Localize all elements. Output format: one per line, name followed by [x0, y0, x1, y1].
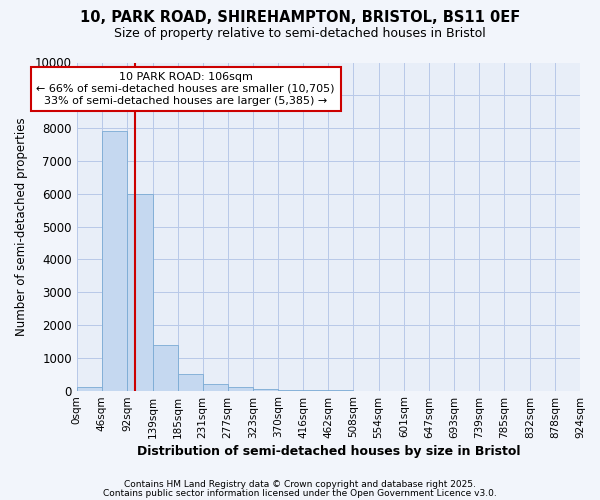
Bar: [77, 388, 102, 390]
Text: 10, PARK ROAD, SHIREHAMPTON, BRISTOL, BS11 0EF: 10, PARK ROAD, SHIREHAMPTON, BRISTOL, BS…: [80, 10, 520, 25]
Text: 10 PARK ROAD: 106sqm
← 66% of semi-detached houses are smaller (10,705)
33% of s: 10 PARK ROAD: 106sqm ← 66% of semi-detac…: [37, 72, 335, 106]
Text: Size of property relative to semi-detached houses in Bristol: Size of property relative to semi-detach…: [114, 28, 486, 40]
Text: Contains public sector information licensed under the Open Government Licence v3: Contains public sector information licen…: [103, 488, 497, 498]
Bar: [203, 384, 227, 390]
X-axis label: Distribution of semi-detached houses by size in Bristol: Distribution of semi-detached houses by …: [137, 444, 520, 458]
Bar: [152, 344, 178, 391]
Bar: [227, 388, 253, 390]
Text: Contains HM Land Registry data © Crown copyright and database right 2025.: Contains HM Land Registry data © Crown c…: [124, 480, 476, 489]
Bar: [253, 389, 278, 390]
Bar: [178, 374, 203, 390]
Y-axis label: Number of semi-detached properties: Number of semi-detached properties: [15, 117, 28, 336]
Bar: [127, 194, 152, 390]
Bar: [102, 132, 127, 390]
